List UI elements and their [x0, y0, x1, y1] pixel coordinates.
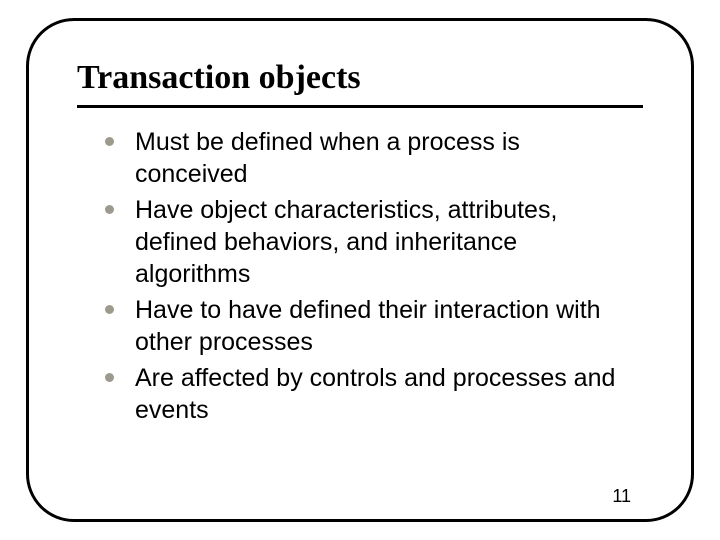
slide-frame: Transaction objects Must be defined when…: [26, 18, 694, 522]
page-number: 11: [612, 486, 631, 507]
title-rule: [77, 105, 643, 108]
list-item: Have to have defined their interaction w…: [105, 294, 633, 358]
list-item: Must be defined when a process is concei…: [105, 126, 633, 190]
list-item: Are affected by controls and processes a…: [105, 362, 633, 426]
bullet-list: Must be defined when a process is concei…: [77, 126, 643, 426]
slide-title: Transaction objects: [77, 59, 643, 97]
slide: Transaction objects Must be defined when…: [0, 0, 720, 540]
list-item: Have object characteristics, attributes,…: [105, 194, 633, 290]
